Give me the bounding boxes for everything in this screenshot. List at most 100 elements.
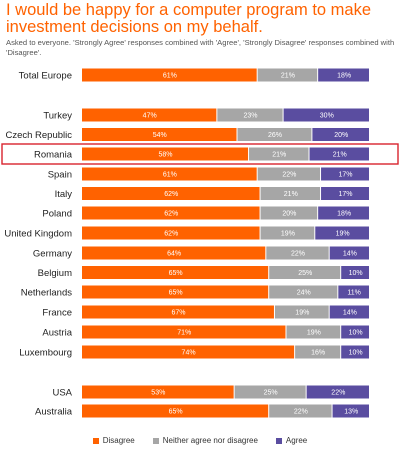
data-label-italy-2: 17% <box>339 191 353 198</box>
bar-poland-0 <box>82 206 260 220</box>
data-label-poland-2: 18% <box>337 211 351 218</box>
category-label-turkey: Turkey <box>43 111 72 122</box>
bar-total-europe-2 <box>318 68 369 82</box>
category-label-germany: Germany <box>33 249 72 260</box>
category-label-united-kingdom: United Kingdom <box>4 229 72 240</box>
bar-austria-1 <box>286 325 341 339</box>
data-label-netherlands-0: 65% <box>169 290 183 297</box>
data-label-spain-2: 17% <box>339 172 353 179</box>
data-label-czech-republic-0: 54% <box>153 132 167 139</box>
bar-romania-0 <box>82 147 249 161</box>
category-label-belgium: Belgium <box>38 268 72 279</box>
data-label-czech-republic-2: 20% <box>334 132 348 139</box>
data-label-austria-2: 10% <box>349 330 363 337</box>
data-label-czech-republic-1: 26% <box>268 132 282 139</box>
data-label-austria-1: 19% <box>307 330 321 337</box>
data-label-germany-2: 14% <box>343 251 357 258</box>
data-label-spain-1: 22% <box>282 172 296 179</box>
category-label-australia: Australia <box>35 407 73 418</box>
legend-label-disagree: Disagree <box>102 436 135 445</box>
bar-united-kingdom-0 <box>82 226 260 240</box>
data-label-turkey-0: 47% <box>143 113 157 120</box>
data-label-australia-2: 13% <box>344 409 358 416</box>
bar-netherlands-2 <box>338 285 369 299</box>
data-label-belgium-2: 10% <box>349 270 363 277</box>
bar-austria-2 <box>341 325 369 339</box>
bar-italy-0 <box>82 187 260 200</box>
data-label-netherlands-2: 11% <box>347 290 361 297</box>
data-label-united-kingdom-2: 19% <box>336 231 350 238</box>
category-label-italy: Italy <box>55 189 73 200</box>
data-label-france-1: 19% <box>295 310 309 317</box>
data-label-turkey-1: 23% <box>243 113 257 120</box>
data-label-poland-1: 20% <box>282 211 296 218</box>
bar-belgium-2 <box>341 266 369 279</box>
data-label-romania-0: 58% <box>159 152 173 159</box>
legend: Disagree Neither agree nor disagree Agre… <box>0 436 400 445</box>
bar-netherlands-1 <box>269 285 338 299</box>
bar-luxembourg-2 <box>341 345 369 359</box>
chart-title: I would be happy for a computer program … <box>6 1 372 36</box>
bar-romania-2 <box>309 147 369 161</box>
bar-turkey-1 <box>217 108 283 122</box>
category-label-france: France <box>42 308 72 319</box>
bar-italy-2 <box>321 187 369 200</box>
bar-poland-2 <box>318 206 369 220</box>
chart-subtitle: Asked to everyone. 'Strongly Agree' resp… <box>6 38 395 57</box>
legend-swatch-disagree <box>92 437 99 444</box>
bar-belgium-0 <box>82 266 269 279</box>
legend-label-neutral: Neither agree nor disagree <box>162 436 258 445</box>
bar-usa-1 <box>234 385 306 399</box>
data-label-australia-1: 22% <box>294 409 308 416</box>
category-label-usa: USA <box>52 388 72 399</box>
data-label-luxembourg-2: 10% <box>349 350 363 357</box>
bar-france-2 <box>329 305 369 319</box>
bar-total-europe-0 <box>82 68 257 82</box>
bar-australia-2 <box>332 404 369 418</box>
bar-spain-2 <box>321 167 369 181</box>
data-label-france-2: 14% <box>343 310 357 317</box>
bar-poland-1 <box>260 206 318 220</box>
data-label-austria-0: 71% <box>177 330 191 337</box>
legend-swatch-agree <box>275 437 282 444</box>
category-label-luxembourg: Luxembourg <box>19 348 72 359</box>
bar-usa-2 <box>306 385 369 399</box>
bar-germany-0 <box>82 246 266 260</box>
bar-czech-republic-2 <box>312 128 369 141</box>
bar-united-kingdom-1 <box>260 226 315 240</box>
data-label-france-0: 67% <box>171 310 185 317</box>
data-label-united-kingdom-0: 62% <box>164 231 178 238</box>
bar-spain-1 <box>257 167 321 181</box>
data-label-germany-1: 22% <box>291 251 305 258</box>
bar-france-1 <box>274 305 329 319</box>
bar-italy-1 <box>260 187 321 200</box>
legend-item-disagree: Disagree <box>92 436 135 445</box>
bar-australia-1 <box>269 404 332 418</box>
data-label-united-kingdom-1: 19% <box>281 231 295 238</box>
category-label-netherlands: Netherlands <box>21 288 72 299</box>
category-label-austria: Austria <box>42 328 72 339</box>
data-label-poland-0: 62% <box>164 211 178 218</box>
bar-czech-republic-0 <box>82 128 237 141</box>
bar-czech-republic-1 <box>237 128 312 141</box>
data-label-romania-2: 21% <box>333 152 347 159</box>
bar-luxembourg-1 <box>295 345 341 359</box>
data-label-total-europe-0: 61% <box>163 73 177 80</box>
data-label-australia-0: 65% <box>169 409 183 416</box>
bar-romania-1 <box>249 147 309 161</box>
bar-turkey-0 <box>82 108 217 122</box>
bar-turkey-2 <box>283 108 369 122</box>
data-label-usa-1: 25% <box>264 390 278 397</box>
bar-austria-0 <box>82 325 286 339</box>
category-label-total-europe: Total Europe <box>19 71 72 82</box>
data-label-usa-2: 22% <box>331 390 345 397</box>
data-label-belgium-1: 25% <box>298 270 312 277</box>
bar-france-0 <box>82 305 274 319</box>
bar-netherlands-0 <box>82 285 269 299</box>
bar-australia-0 <box>82 404 269 418</box>
bar-usa-0 <box>82 385 234 399</box>
data-label-italy-1: 21% <box>284 191 298 198</box>
legend-item-agree: Agree <box>275 436 307 445</box>
data-label-italy-0: 62% <box>164 191 178 198</box>
